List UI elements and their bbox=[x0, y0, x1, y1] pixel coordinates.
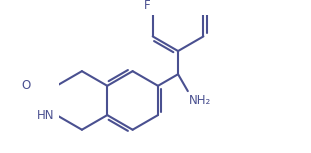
Text: NH₂: NH₂ bbox=[189, 94, 211, 107]
Text: F: F bbox=[144, 0, 150, 12]
Text: HN: HN bbox=[37, 109, 54, 122]
Text: O: O bbox=[22, 79, 31, 92]
